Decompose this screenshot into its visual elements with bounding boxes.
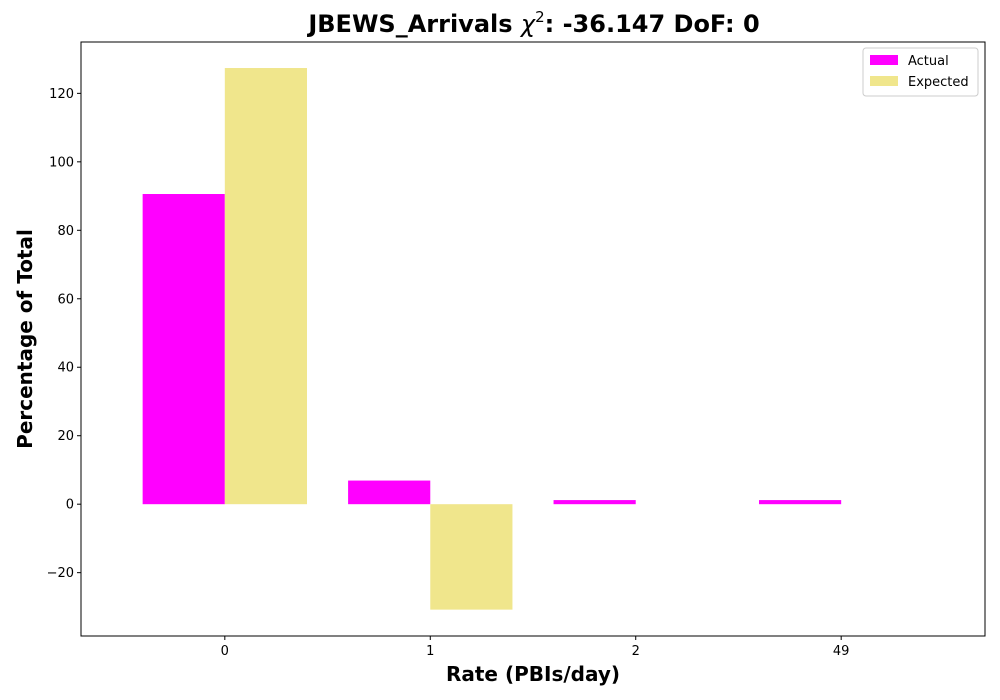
y-tick-label: 100 [49,155,74,170]
y-tick-label: 40 [57,361,74,376]
legend: Actual Expected [863,48,978,96]
bar-expected-0 [225,68,307,504]
title-superscript: 2 [535,8,545,26]
legend-swatch-actual [870,55,898,65]
plot-area [143,68,842,610]
title-suffix: : -36.147 DoF: 0 [545,10,760,38]
y-tick-label: 20 [57,429,74,444]
legend-label-expected: Expected [908,75,969,90]
legend-swatch-expected [870,76,898,86]
chart-title: JBEWS_Arrivals χ2: -36.147 DoF: 0 [306,8,759,38]
legend-label-actual: Actual [908,54,949,69]
bar-expected-1 [430,504,512,609]
title-chi-symbol: χ [519,10,536,38]
bar-actual-0 [143,194,225,504]
y-tick-label: 0 [66,498,74,513]
y-axis: −20 0 20 40 60 80 100 120 [47,87,81,581]
y-tick-label: 120 [49,87,74,102]
x-axis-label: Rate (PBIs/day) [446,662,620,686]
y-axis-label: Percentage of Total [13,229,37,449]
y-tick-label: −20 [47,566,74,581]
x-tick-label: 1 [426,644,434,659]
x-tick-label: 49 [833,644,850,659]
title-prefix: JBEWS_Arrivals [306,10,521,38]
bar-actual-1 [348,481,430,505]
y-tick-label: 60 [57,292,74,307]
x-axis: 0 1 2 49 [221,636,850,659]
x-tick-label: 2 [632,644,640,659]
bar-actual-49 [759,500,841,504]
x-tick-label: 0 [221,644,229,659]
bar-actual-2 [554,500,636,504]
y-tick-label: 80 [57,224,74,239]
